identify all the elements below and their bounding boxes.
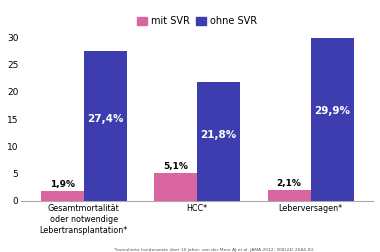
Text: 29,9%: 29,9% [314, 106, 350, 116]
Bar [41, 191, 84, 201]
Bar [84, 51, 127, 201]
Bar [197, 82, 240, 201]
Text: 2,1%: 2,1% [277, 179, 301, 187]
Text: 21,8%: 21,8% [201, 131, 237, 140]
Text: 1,9%: 1,9% [49, 180, 74, 189]
Text: *kumulierte Inzidenzrate über 10 Jahre: van der Meer AJ et al. JAMA 2012; 308(24: *kumulierte Inzidenzrate über 10 Jahre: … [114, 248, 315, 252]
Text: 5,1%: 5,1% [163, 162, 188, 171]
Bar [268, 190, 310, 201]
Bar [310, 38, 354, 201]
Legend: mit SVR, ohne SVR: mit SVR, ohne SVR [133, 12, 261, 30]
Text: 27,4%: 27,4% [87, 114, 124, 124]
Bar [154, 173, 197, 201]
